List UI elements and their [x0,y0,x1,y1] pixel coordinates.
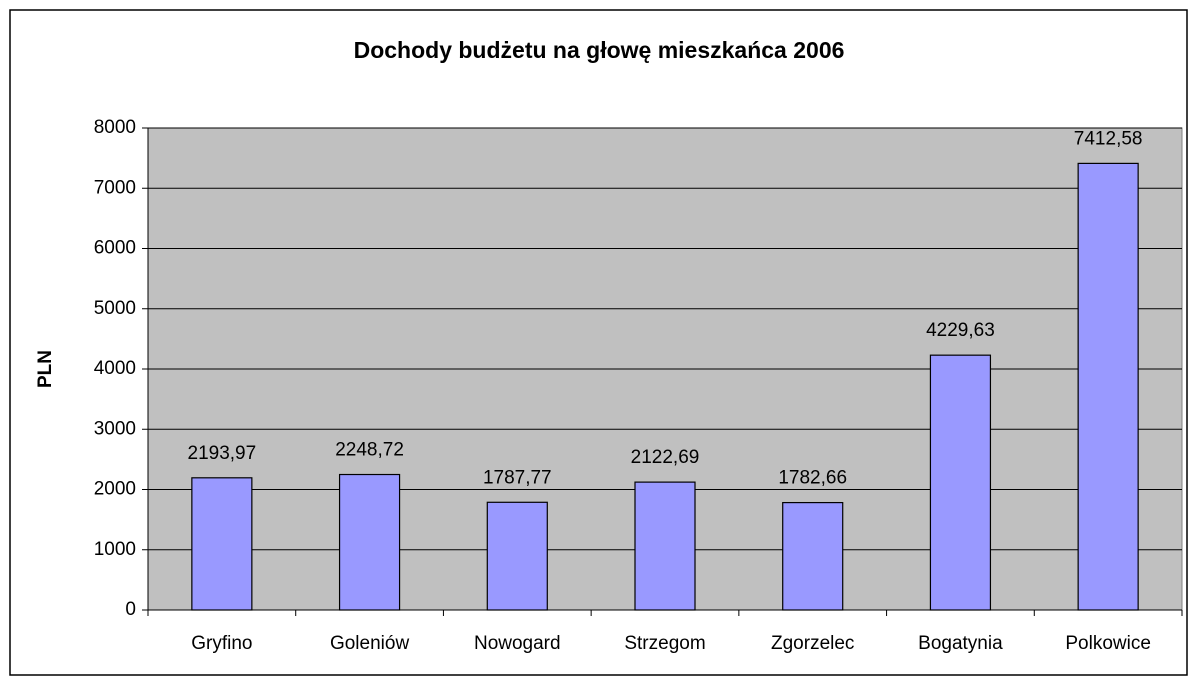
value-label: 4229,63 [926,320,995,341]
x-tick-label: Gryfino [191,633,252,654]
y-tick-label: 6000 [94,238,136,259]
bar [486,501,548,611]
value-label: 1782,66 [778,468,847,489]
x-tick-label: Strzegom [624,633,705,654]
y-axis-title: PLN [35,350,56,388]
value-label: 7412,58 [1074,128,1143,149]
value-label: 1787,77 [483,467,552,488]
y-tick-label: 5000 [94,298,136,319]
y-tick-label: 3000 [94,418,136,439]
bar [929,354,992,611]
bar [191,477,253,611]
y-tick-label: 4000 [94,358,136,379]
x-tick-label: Nowogard [474,633,561,654]
x-tick-label: Polkowice [1065,633,1151,654]
bar [1077,162,1139,611]
x-tick-label: Bogatynia [918,633,1003,654]
y-tick-label: 1000 [94,539,136,560]
value-label: 2193,97 [188,443,257,464]
y-tick-label: 8000 [94,117,136,138]
y-tick-label: 7000 [94,177,136,198]
value-label: 2248,72 [335,440,404,461]
y-tick-label: 0 [125,599,136,620]
y-tick-label: 2000 [94,479,136,500]
bar [634,481,696,611]
chart-title: Dochody budżetu na głowę mieszkańca 2006 [354,37,845,63]
x-tick-label: Goleniów [330,633,409,654]
bar [782,501,844,611]
value-label: 2122,69 [631,447,700,468]
bar [338,473,401,611]
x-tick-label: Zgorzelec [771,633,854,654]
